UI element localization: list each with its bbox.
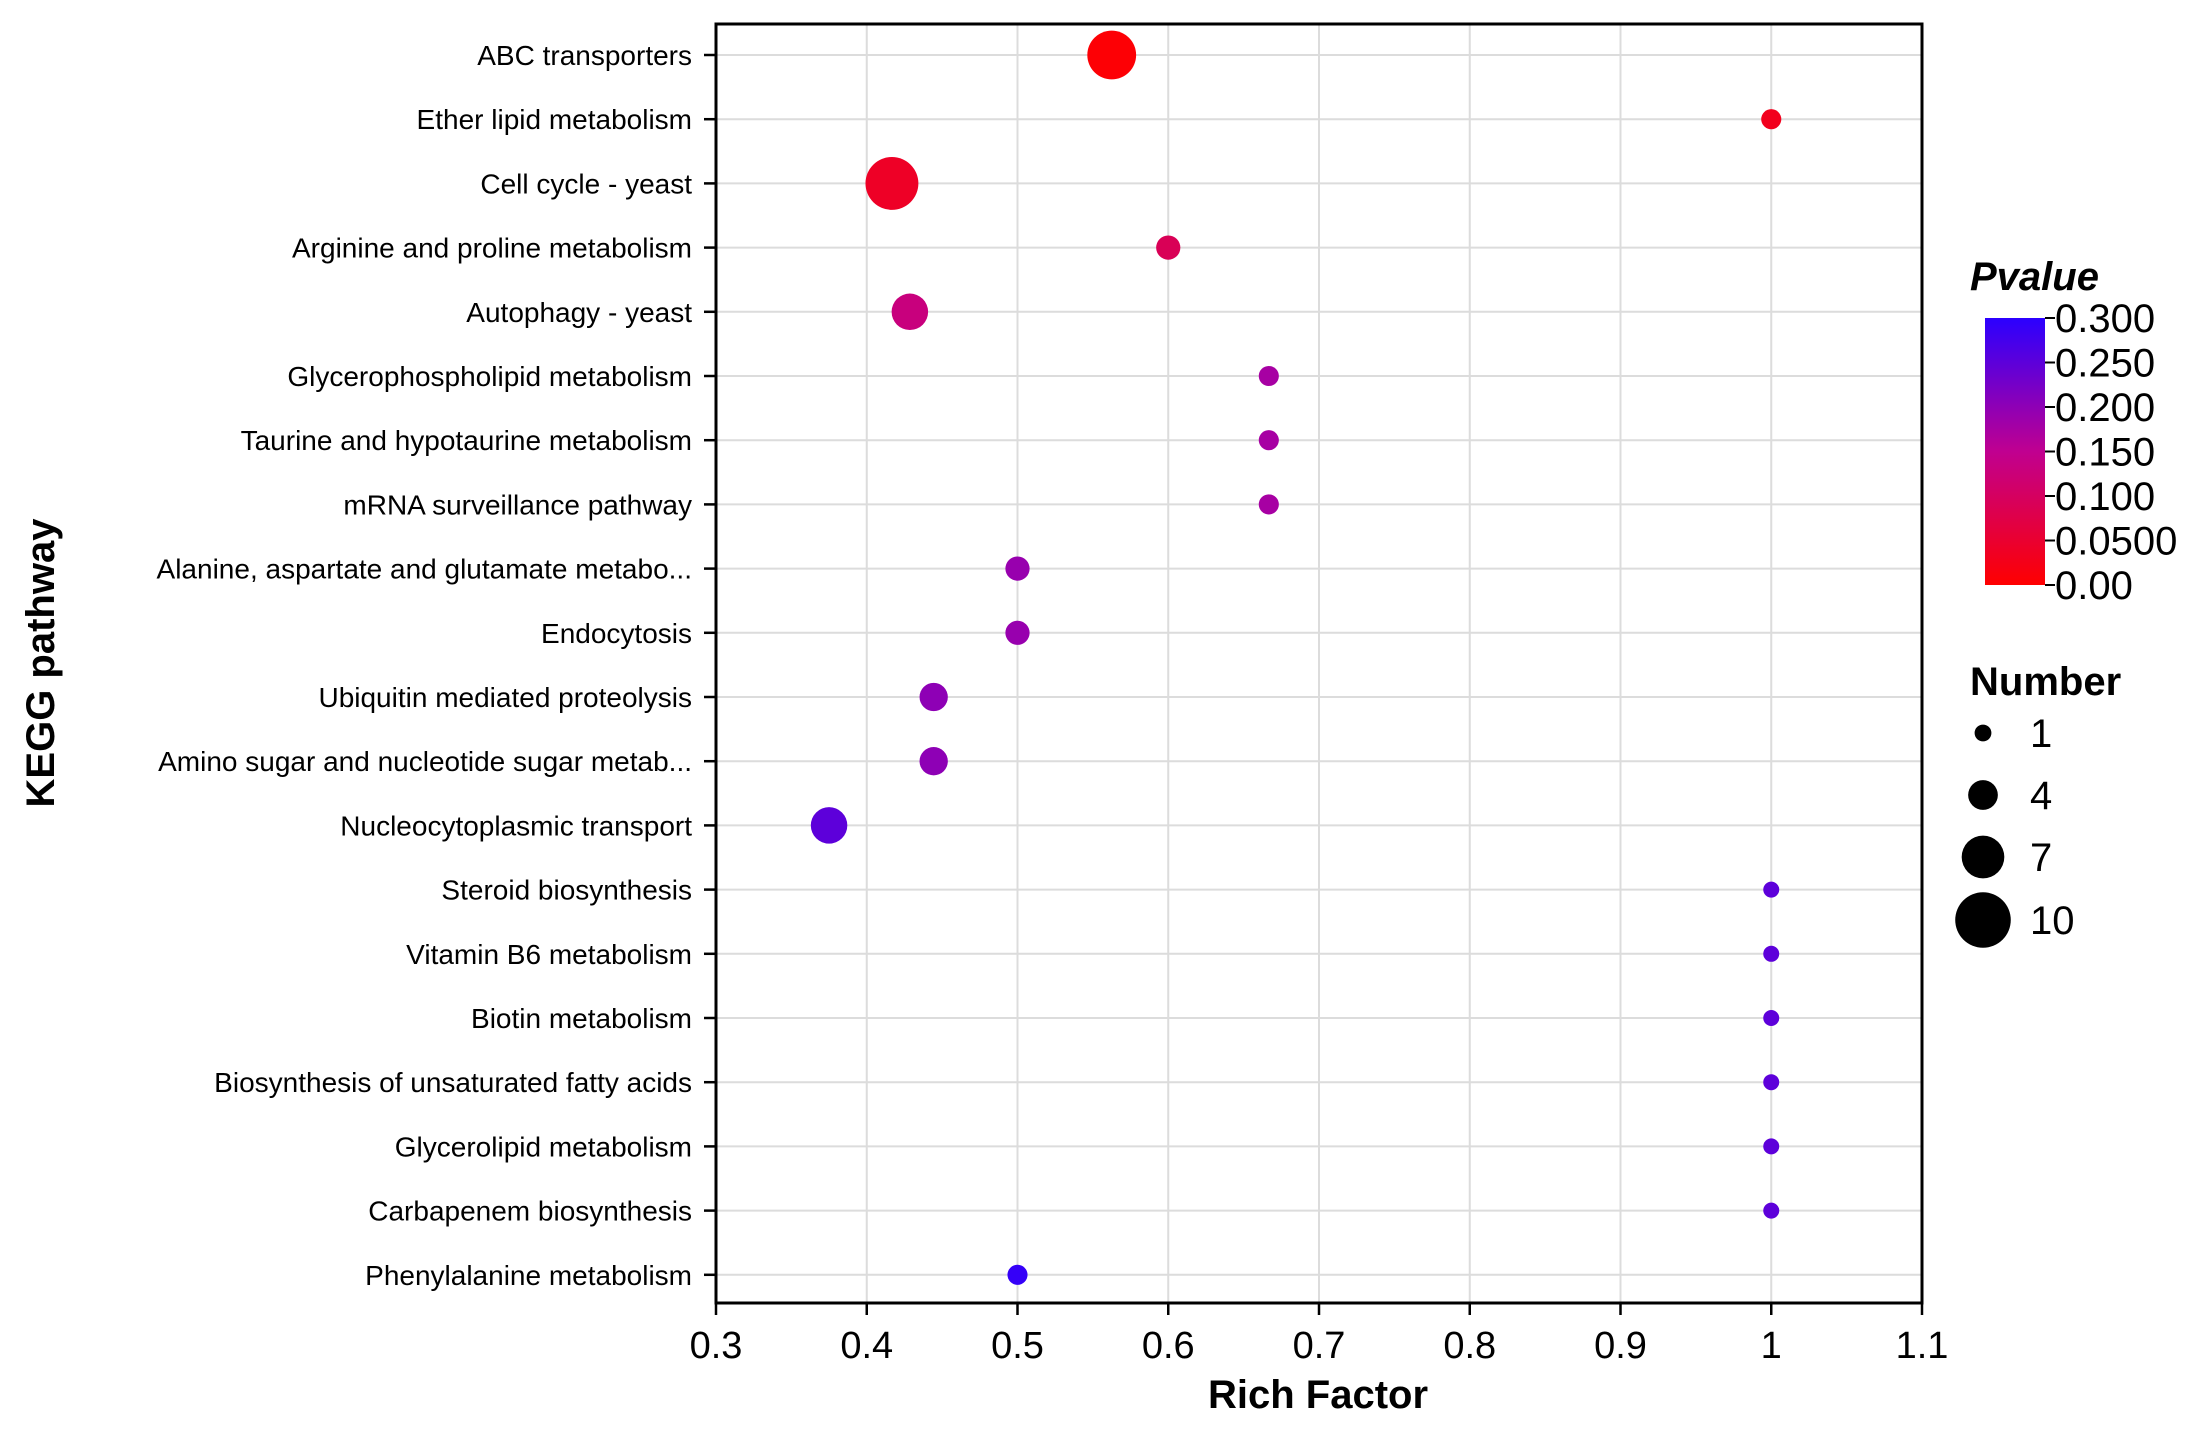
data-point (1156, 235, 1181, 260)
data-point (1763, 881, 1780, 898)
plot-frame (714, 22, 1924, 1305)
grid-lines (715, 24, 1923, 1303)
y-category-label: mRNA surveillance pathway (343, 489, 692, 520)
number-legend-label: 4 (2030, 774, 2052, 818)
x-axis-title: Rich Factor (1208, 1373, 1428, 1417)
y-category-label: Amino sugar and nucleotide sugar metab..… (158, 746, 692, 777)
y-category-label: Glycerolipid metabolism (395, 1131, 692, 1162)
y-category-label: Vitamin B6 metabolism (406, 939, 692, 970)
y-category-label: Biosynthesis of unsaturated fatty acids (214, 1067, 692, 1098)
data-point (1087, 30, 1137, 80)
y-category-label: Arginine and proline metabolism (292, 233, 692, 264)
data-point (1763, 1138, 1780, 1155)
y-category-label: Phenylalanine metabolism (365, 1260, 692, 1291)
pvalue-legend-tick-label: 0.300 (2055, 297, 2155, 341)
y-category-label: Carbapenem biosynthesis (368, 1196, 692, 1227)
data-point (865, 156, 919, 210)
y-category-label: Glycerophospholipid metabolism (287, 361, 692, 392)
data-point (1763, 1010, 1780, 1026)
data-point (891, 293, 929, 331)
data-point (1005, 556, 1030, 581)
number-legend-symbol (1955, 892, 2011, 948)
y-category-label: Alanine, aspartate and glutamate metabo.… (157, 554, 692, 585)
x-tick-label: 0.6 (1142, 1325, 1195, 1367)
y-category-label: Ether lipid metabolism (417, 104, 692, 135)
pvalue-legend-tick-label: 0.250 (2055, 342, 2155, 386)
y-category-label: Cell cycle - yeast (480, 168, 692, 199)
x-tick-label: 0.8 (1443, 1325, 1496, 1367)
data-point (1761, 109, 1782, 130)
y-category-label: Nucleocytoplasmic transport (340, 810, 692, 841)
pvalue-legend-tick-label: 0.100 (2055, 475, 2155, 519)
y-category-label: Ubiquitin mediated proteolysis (318, 682, 692, 713)
data-point (1258, 430, 1279, 451)
data-point (1763, 1202, 1780, 1219)
y-category-label: ABC transporters (477, 40, 692, 71)
pvalue-legend-tick-label: 0.00 (2055, 564, 2133, 608)
data-point (1258, 494, 1279, 515)
data-point (1763, 945, 1780, 962)
pvalue-legend-tick-label: 0.0500 (2055, 520, 2177, 564)
x-tick-label: 0.4 (840, 1325, 893, 1367)
pvalue-legend-tick-label: 0.150 (2055, 431, 2155, 475)
number-legend-symbol (1968, 780, 1998, 810)
y-category-label: Biotin metabolism (471, 1003, 692, 1034)
axes: 0.3 0.4 0.5 0.6 0.7 0.8 0.9 1 1.1 ABC transporter… (157, 22, 1949, 1367)
number-legend-label: 7 (2030, 836, 2052, 880)
number-legend-symbol (1974, 724, 1992, 742)
number-legend-label: 1 (2030, 712, 2052, 756)
data-point (1007, 1264, 1028, 1285)
data-point (1763, 1074, 1780, 1091)
data-points (810, 30, 1782, 1285)
number-legend-title: Number (1970, 660, 2121, 704)
y-axis-title: KEGG pathway (19, 518, 63, 808)
x-tick-label: 0.7 (1293, 1325, 1346, 1367)
y-category-label: Endocytosis (541, 618, 692, 649)
pvalue-legend-title: Pvalue (1970, 255, 2099, 299)
y-category-label: Steroid biosynthesis (441, 875, 692, 906)
number-legend-label: 10 (2030, 899, 2075, 943)
x-tick-label: 0.3 (690, 1325, 743, 1367)
x-tick-label: 1 (1761, 1325, 1782, 1367)
data-point (919, 682, 948, 712)
pvalue-colorbar (1985, 318, 2045, 585)
y-category-label: Autophagy - yeast (466, 297, 692, 328)
pvalue-legend-tick-label: 0.200 (2055, 386, 2155, 430)
number-legend-symbol (1961, 835, 2005, 879)
y-category-label: Taurine and hypotaurine metabolism (241, 425, 692, 456)
x-tick-label: 1.1 (1896, 1325, 1949, 1367)
x-tick-label: 0.9 (1594, 1325, 1647, 1367)
data-point (1005, 620, 1030, 645)
data-point (810, 807, 848, 844)
legend: Pvalue0.3000.2500.2000.1500.1000.05000.0… (1955, 255, 2177, 948)
data-point (1258, 365, 1279, 387)
x-tick-label: 0.5 (991, 1325, 1044, 1367)
data-point (919, 747, 948, 776)
